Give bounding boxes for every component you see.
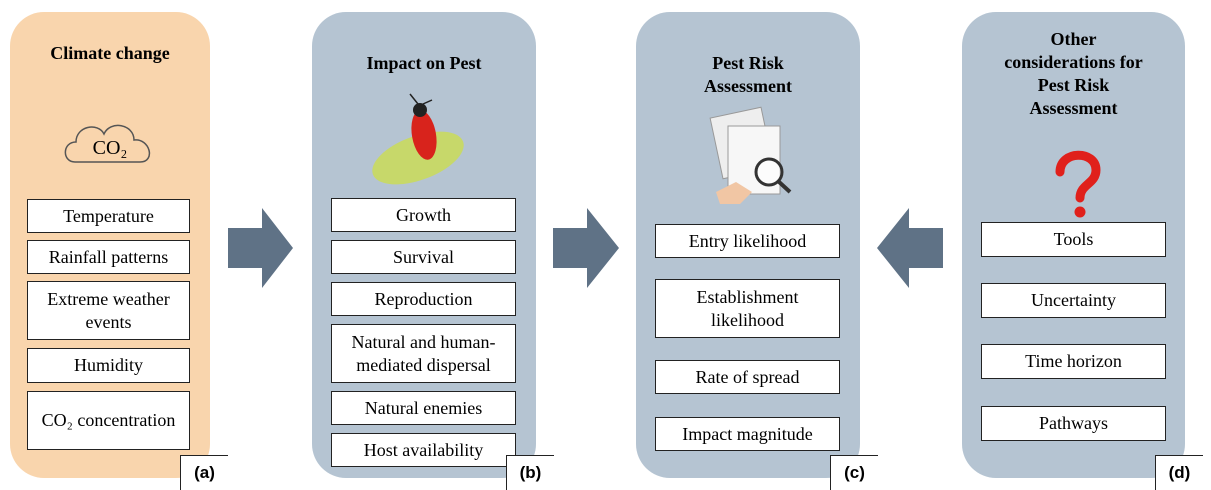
cloud-icon xyxy=(64,124,151,163)
hand-icon xyxy=(716,182,752,204)
question-icon xyxy=(1055,150,1101,203)
factor-box: Growth xyxy=(331,198,516,232)
bug-antenna xyxy=(422,99,433,105)
arrow-right xyxy=(553,208,619,288)
factor-box: CO₂ concentration xyxy=(27,391,190,450)
factor-box: Pathways xyxy=(981,406,1166,441)
panel-title: Climate change xyxy=(50,43,170,63)
factor-box: Rate of spread xyxy=(655,360,840,394)
factor-box: Temperature xyxy=(27,199,190,233)
arrow-left xyxy=(877,208,943,288)
factor-box: Tools xyxy=(981,222,1166,257)
leaf-icon xyxy=(372,131,464,185)
factor-box: Time horizon xyxy=(981,344,1166,379)
panel-title: Pest Risk Assessment xyxy=(704,53,792,96)
panel-label: (b) xyxy=(506,455,554,490)
factor-box: Uncertainty xyxy=(981,283,1166,318)
factor-box: Rainfall patterns xyxy=(27,240,190,274)
factor-box: Extreme weather events xyxy=(27,281,190,340)
factor-box: Impact magnitude xyxy=(655,417,840,451)
panel-title: Other considerations for Pest Risk Asses… xyxy=(1004,29,1143,118)
cloud-text: CO₂ xyxy=(92,137,128,159)
magnifier-icon xyxy=(754,157,784,187)
bug-icon xyxy=(411,110,437,160)
factor-box: Host availability xyxy=(331,433,516,467)
factor-box: Entry likelihood xyxy=(655,224,840,258)
bug-antenna xyxy=(409,93,419,105)
panel-label: (d) xyxy=(1155,455,1203,490)
factor-box: Survival xyxy=(331,240,516,274)
factor-box: Reproduction xyxy=(331,282,516,316)
bug-head xyxy=(413,103,427,117)
factor-box: Humidity xyxy=(27,348,190,383)
panel-label: (a) xyxy=(180,455,228,490)
question-dot xyxy=(1074,206,1086,218)
panel-title: Impact on Pest xyxy=(366,53,482,73)
panel-label: (c) xyxy=(830,455,878,490)
factor-box: Natural and human-mediated dispersal xyxy=(331,324,516,383)
factor-box: Establishment likelihood xyxy=(655,279,840,338)
arrow-right xyxy=(228,208,293,288)
magnifier-handle xyxy=(776,179,792,194)
factor-box: Natural enemies xyxy=(331,391,516,425)
